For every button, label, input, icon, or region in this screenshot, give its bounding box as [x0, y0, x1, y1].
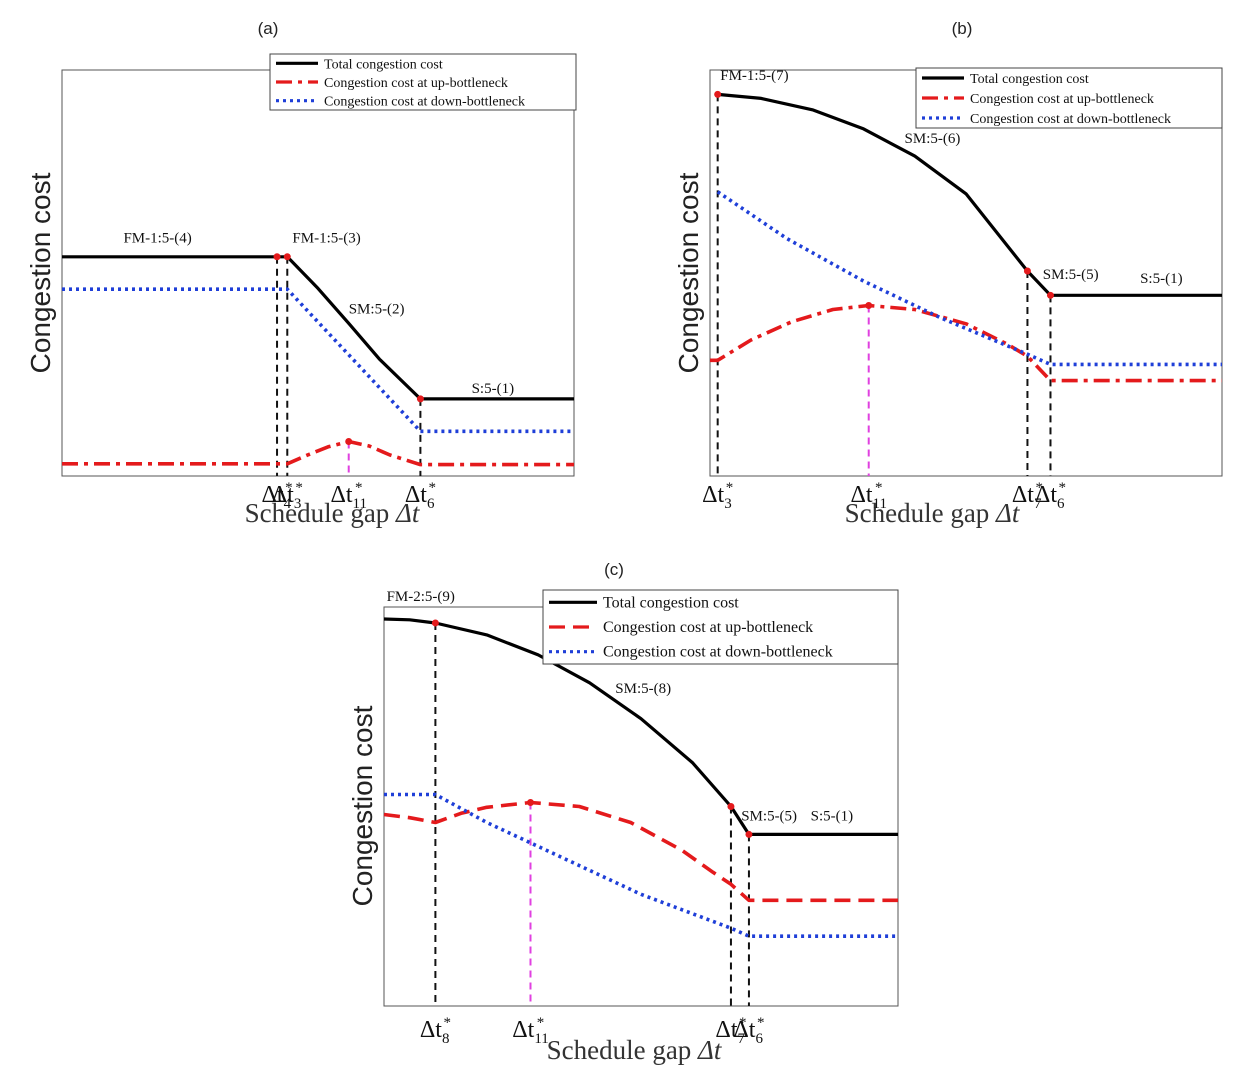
regime-annotation: S:5-(1)	[472, 381, 514, 397]
regime-annotation: FM-1:5-(7)	[720, 68, 788, 84]
x-axis-label: Schedule gap Δt	[845, 498, 1021, 528]
legend-label: Congestion cost at up-bottleneck	[603, 619, 813, 636]
breakpoint-marker	[727, 803, 735, 810]
breakpoint-marker	[431, 619, 439, 627]
breakpoint-marker	[273, 253, 281, 261]
legend-label: Total congestion cost	[603, 594, 739, 611]
x-tick-label: Δt11*	[330, 480, 367, 512]
x-tick-label: Δt3*	[272, 480, 303, 512]
breakpoint-marker	[283, 253, 291, 261]
regime-annotation: SM:5-(5)	[1043, 267, 1099, 283]
x-tick-label: Δt8*	[420, 1015, 451, 1047]
x-tick-label: Δt11*	[512, 1015, 549, 1047]
y-axis-label: Congestion cost	[25, 172, 56, 373]
breakpoint-marker	[345, 437, 353, 445]
legend: Total congestion cost Congestion cost at …	[269, 53, 577, 111]
legend-label: Congestion cost at down-bottleneck	[324, 95, 525, 110]
x-tick-label: Δt3*	[702, 480, 733, 512]
panel-c: (c) Congestion cost Schedule gap Δt FM-2:5-…	[347, 560, 899, 1065]
y-axis-label: Congestion cost	[673, 172, 704, 373]
breakpoint-marker	[865, 301, 873, 309]
x-tick-label: Δt6*	[405, 480, 436, 512]
x-tick-label: Δt7*	[1012, 480, 1043, 512]
x-axis-label: Schedule gap Δt	[245, 498, 421, 528]
regime-annotation: S:5-(1)	[1140, 271, 1183, 287]
legend-label: Congestion cost at down-bottleneck	[603, 644, 833, 661]
regime-annotation: FM-1:5-(3)	[292, 231, 360, 247]
series-total-line	[383, 617, 898, 837]
breakpoint-marker	[714, 90, 722, 98]
regime-annotation: FM-1:5-(4)	[123, 231, 191, 247]
panel-label: (c)	[604, 560, 624, 579]
legend: Total congestion cost Congestion cost at …	[915, 67, 1223, 129]
x-axis-label: Schedule gap Δt	[547, 1035, 723, 1065]
series-up-line	[710, 303, 1222, 383]
legend: Total congestion cost Congestion cost at …	[542, 589, 899, 665]
legend-label: Congestion cost at up-bottleneck	[970, 92, 1154, 107]
series-up-line	[62, 439, 574, 467]
regime-annotation: S:5-(1)	[811, 808, 854, 824]
x-tick-label: Δt11*	[850, 480, 887, 512]
regime-annotation: SM:5-(5)	[741, 808, 797, 824]
legend-label: Congestion cost at up-bottleneck	[324, 76, 508, 91]
y-axis-label: Congestion cost	[347, 705, 378, 906]
panel-b: (b) Congestion cost Schedule gap Δt FM-1:5-…	[673, 19, 1223, 528]
x-tick-label: Δt6*	[1035, 480, 1066, 512]
breakpoint-marker	[526, 799, 534, 807]
x-tick-label: Δt7*	[715, 1015, 746, 1047]
breakpoint-marker	[745, 830, 753, 838]
series-down-line	[62, 287, 574, 434]
breakpoint-marker	[1046, 291, 1054, 299]
legend-label: Total congestion cost	[970, 72, 1089, 87]
x-tick-label: Δt4*	[261, 480, 292, 512]
legend-label: Total congestion cost	[324, 57, 443, 72]
regime-annotation: SM:5-(2)	[349, 302, 405, 318]
series-down-line	[384, 792, 898, 939]
regime-annotation: SM:5-(8)	[615, 681, 671, 697]
panel-label: (b)	[952, 19, 973, 38]
x-tick-label: Δt6*	[733, 1015, 764, 1047]
series-total-line	[717, 92, 1222, 297]
panel-a: (a) Congestion cost Schedule gap Δt FM-1:5-…	[25, 19, 577, 528]
breakpoint-marker	[416, 395, 424, 403]
panel-label: (a)	[258, 19, 279, 38]
legend-label: Congestion cost at down-bottleneck	[970, 112, 1171, 127]
regime-annotation: FM-2:5-(9)	[387, 589, 455, 605]
regime-annotation: SM:5-(6)	[905, 131, 961, 147]
breakpoint-marker	[1023, 267, 1031, 275]
series-up-line	[383, 800, 898, 903]
series-total-line	[62, 255, 574, 401]
plot-frame	[61, 69, 575, 477]
